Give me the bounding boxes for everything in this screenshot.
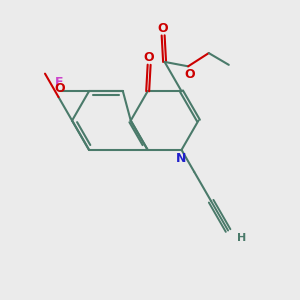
Text: H: H	[237, 233, 246, 243]
Text: O: O	[158, 22, 168, 34]
Text: N: N	[176, 152, 186, 165]
Text: O: O	[144, 51, 154, 64]
Text: O: O	[54, 82, 65, 95]
Text: O: O	[184, 68, 195, 81]
Text: F: F	[55, 76, 63, 89]
